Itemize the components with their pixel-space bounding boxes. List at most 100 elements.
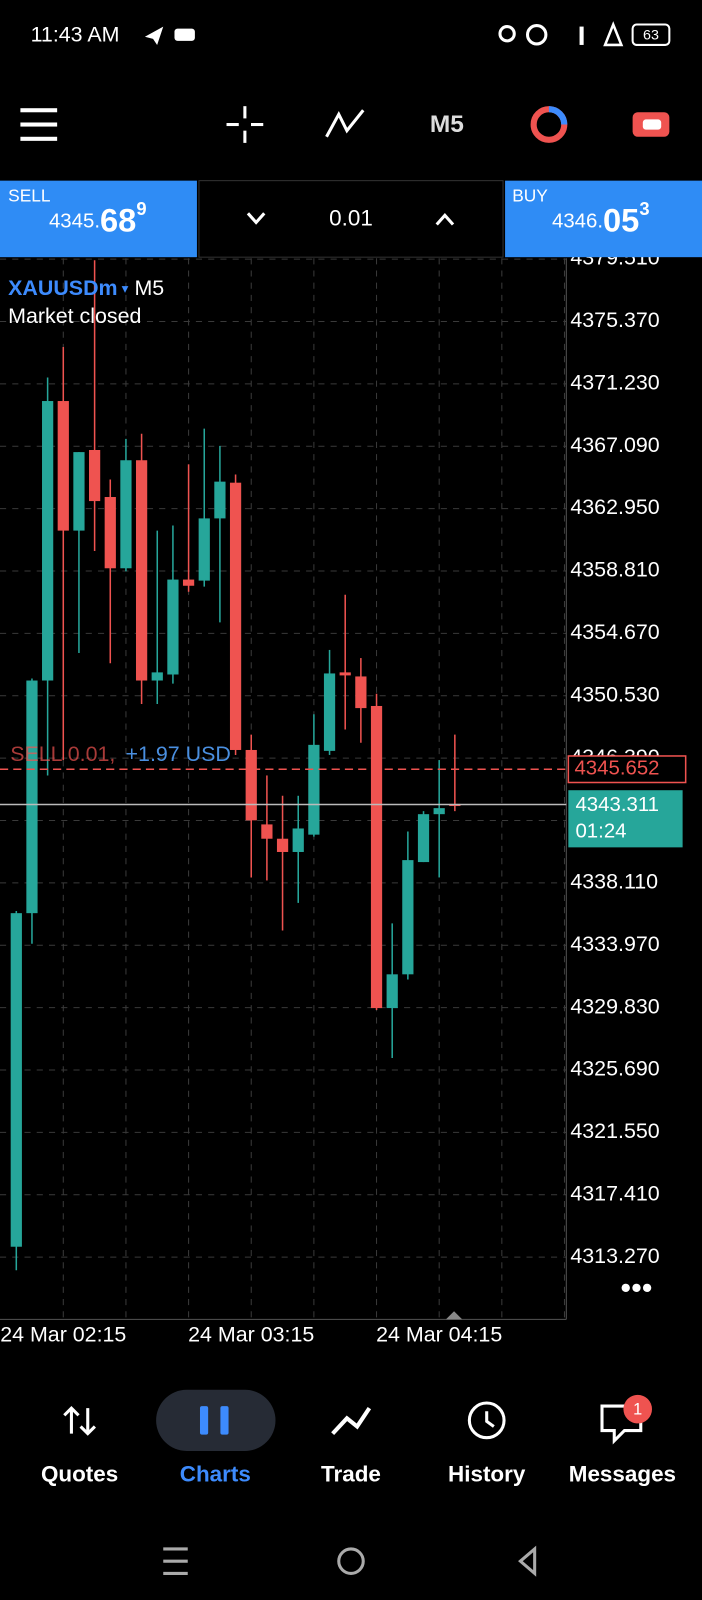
- battery-level: 63: [643, 28, 659, 44]
- quotes-icon: [63, 1405, 96, 1436]
- candle-body: [417, 814, 430, 863]
- bid-price: 4343.311: [575, 794, 659, 816]
- candle-body: [245, 749, 257, 821]
- nav-label[interactable]: Trade: [321, 1461, 381, 1486]
- candle-body: [355, 676, 367, 709]
- arrow: [79, 1408, 96, 1436]
- candle-body: [276, 838, 289, 852]
- home-button[interactable]: [337, 1547, 365, 1575]
- order-price-box: [567, 755, 687, 784]
- candle-body: [10, 913, 22, 1247]
- y-tick-label: 4333.970: [570, 932, 659, 956]
- location-icon: [498, 25, 516, 43]
- price-big: 05: [603, 201, 639, 238]
- candle-body: [167, 579, 179, 675]
- menu-bar: [20, 122, 58, 127]
- history-icon: [467, 1401, 506, 1440]
- bid-price-box: [568, 790, 683, 848]
- candle-body: [323, 673, 336, 751]
- badge-count: 1: [633, 1400, 642, 1418]
- candle-icon: [199, 1406, 209, 1435]
- candle-body: [57, 401, 69, 531]
- candle-body: [433, 808, 445, 815]
- badge: [623, 1394, 653, 1424]
- candle-body: [229, 482, 242, 750]
- history-hand: [485, 1411, 495, 1428]
- menu-bar: [20, 136, 58, 141]
- symbol[interactable]: XAUUSDm: [8, 275, 117, 299]
- clock: 11:43 AM: [31, 22, 120, 46]
- candle-body: [261, 824, 273, 839]
- system-nav: [163, 1545, 537, 1577]
- toolbar: M5: [20, 106, 670, 143]
- chart-header: XAUUSDm ▾ M5: [8, 275, 164, 299]
- lot-decrease[interactable]: [246, 212, 266, 225]
- back-button[interactable]: [518, 1545, 537, 1577]
- y-tick-label: 4367.090: [570, 433, 659, 457]
- market-status: Market closed: [8, 304, 141, 328]
- candle-body: [198, 518, 210, 581]
- nav-label[interactable]: History: [448, 1461, 526, 1486]
- y-tick-label: 4313.270: [570, 1244, 659, 1268]
- recents-button[interactable]: [163, 1547, 188, 1575]
- y-tick-label: 4321.550: [570, 1119, 659, 1143]
- order-label: SELL 0.01, +1.97 USD: [10, 742, 231, 766]
- candle-icon: [220, 1406, 229, 1435]
- crosshair-button[interactable]: [226, 106, 264, 143]
- sell-label: SELL: [8, 186, 51, 206]
- indicators-button[interactable]: [325, 109, 365, 138]
- x-tick-label: 24 Mar 02:15: [0, 1322, 126, 1346]
- timeframe-button[interactable]: M5: [430, 111, 464, 138]
- nav-label[interactable]: Quotes: [41, 1461, 118, 1486]
- candle-body: [88, 449, 101, 502]
- scroll-marker: [445, 1311, 463, 1320]
- trade-icon: [331, 1406, 372, 1436]
- buy-price: 4346.053: [552, 198, 650, 238]
- y-tick-label: 4350.530: [570, 682, 659, 706]
- candle-body: [308, 744, 320, 835]
- candle-body: [73, 452, 85, 531]
- price-main: 4346.: [552, 211, 603, 233]
- more-button[interactable]: •••: [620, 1271, 652, 1305]
- y-tick-label: 4317.410: [570, 1181, 659, 1205]
- order-profit: +1.97 USD: [126, 742, 231, 766]
- sell-button[interactable]: [0, 180, 197, 258]
- candle-body: [182, 579, 195, 586]
- status-bar: 11:43 AM 63: [31, 21, 671, 47]
- candle-body: [214, 481, 226, 519]
- x-tick-label: 24 Mar 04:15: [376, 1322, 502, 1346]
- menu-button[interactable]: [20, 108, 58, 141]
- candle-body: [135, 460, 148, 681]
- alarm-icon: [525, 24, 548, 46]
- candle-body: [42, 401, 54, 681]
- sell-price: 4345.689: [49, 198, 147, 238]
- one-click-knob: [642, 119, 662, 130]
- menu-bar: [20, 108, 58, 113]
- candle-body: [151, 672, 163, 681]
- y-tick-label: 4375.370: [570, 308, 659, 332]
- lot-increase[interactable]: [435, 213, 455, 226]
- x-tick-label: 24 Mar 03:15: [188, 1322, 314, 1346]
- flask-icon: [603, 21, 624, 47]
- symbol-dropdown: ▾: [122, 280, 129, 295]
- lot-size[interactable]: 0.01: [329, 205, 373, 230]
- bottom-nav: 1 Quotes Charts Trade History Messages: [41, 1389, 676, 1486]
- y-tick-label: 4358.810: [570, 558, 659, 582]
- candle-body: [104, 497, 116, 569]
- buy-button[interactable]: [505, 180, 702, 258]
- y-tick-label: 4362.950: [570, 495, 659, 519]
- price-big: 68: [100, 201, 136, 238]
- candle-body: [386, 974, 398, 1009]
- trade-panel: SELL 4345.689 0.01 BUY 4346.053: [0, 180, 702, 258]
- lot-panel: [198, 180, 504, 258]
- order-price: 4345.652: [574, 758, 659, 780]
- arrow: [63, 1405, 80, 1434]
- nav-label[interactable]: Charts: [180, 1461, 251, 1486]
- candle-body: [339, 672, 351, 676]
- y-tick-label: 4371.230: [570, 371, 659, 395]
- nav-label[interactable]: Messages: [569, 1461, 676, 1486]
- active-pill: [156, 1389, 276, 1451]
- candle-body: [26, 680, 38, 914]
- candle-body: [402, 860, 414, 975]
- candle-body: [120, 460, 132, 569]
